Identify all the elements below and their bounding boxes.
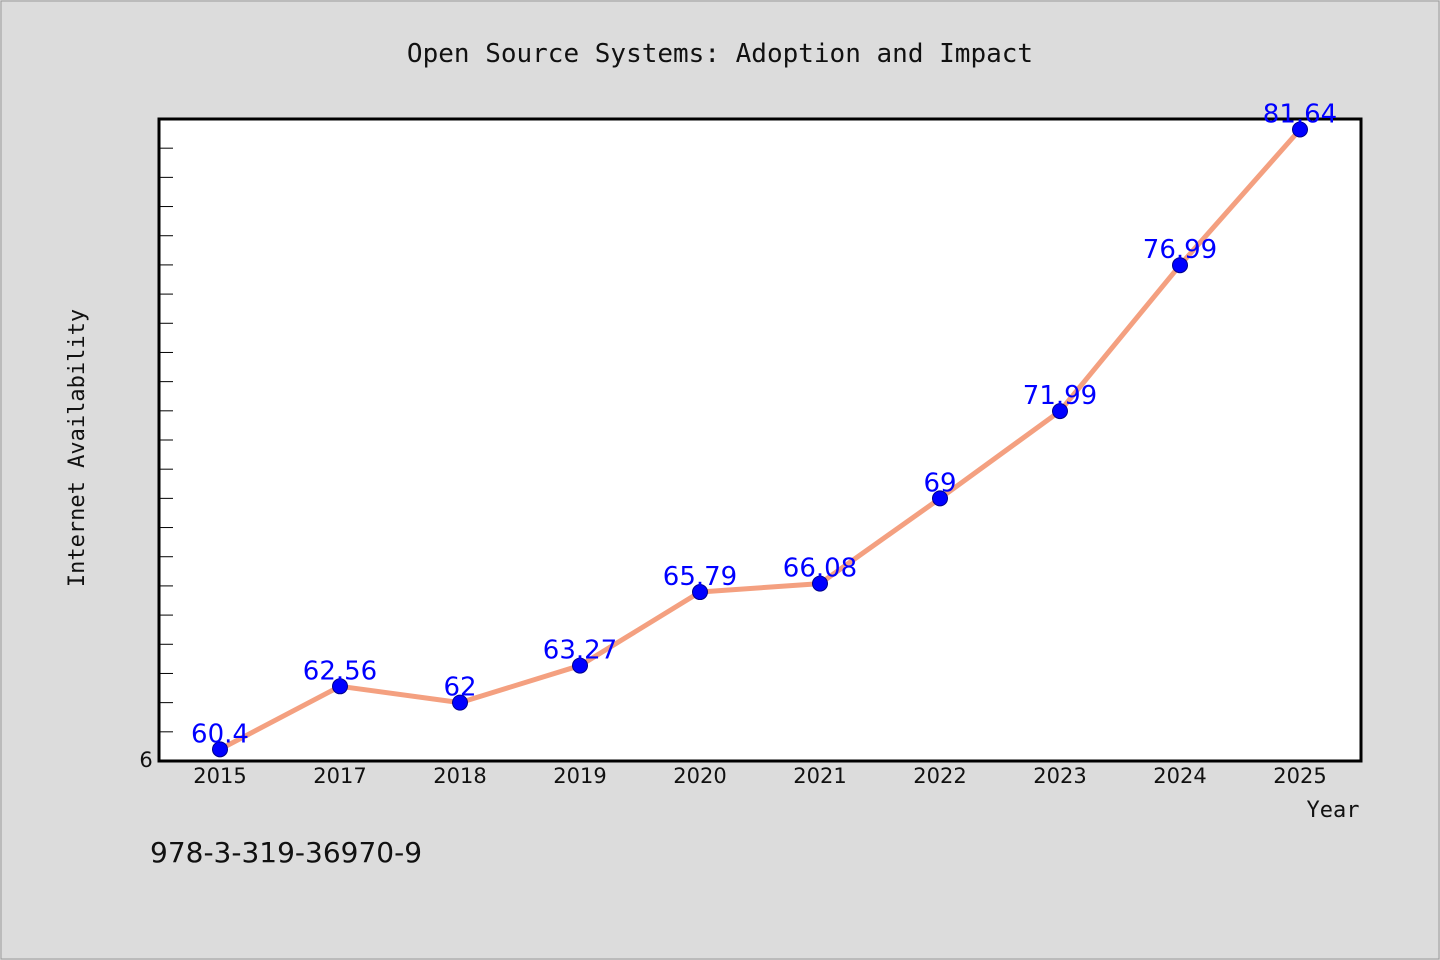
plot-area — [157, 117, 1363, 763]
data-label: 62.56 — [303, 656, 377, 686]
data-point — [212, 741, 228, 758]
x-tick-label: 2025 — [1273, 764, 1326, 788]
data-label: 63.27 — [543, 636, 617, 666]
data-point — [932, 490, 948, 507]
data-label: 66.08 — [783, 554, 857, 584]
data-label: 60.4 — [191, 719, 249, 749]
x-tick-label: 2019 — [553, 764, 606, 788]
x-axis-label: Year — [1307, 798, 1360, 823]
data-point — [692, 584, 708, 601]
data-label: 76.99 — [1143, 235, 1217, 265]
x-tick-label: 2023 — [1033, 764, 1086, 788]
data-label: 81.64 — [1263, 100, 1337, 130]
x-tick-label: 2020 — [673, 764, 726, 788]
data-point — [1172, 257, 1188, 274]
data-point — [1052, 403, 1068, 420]
chart-title: Open Source Systems: Adoption and Impact — [407, 39, 1033, 69]
data-point — [812, 575, 828, 592]
x-tick-label: 2024 — [1153, 764, 1206, 788]
x-axis-tick-labels: 2015 2017 2018 2019 2020 2021 2022 2023 2024 2025 — [193, 764, 1326, 788]
y-tick-label: 6 — [139, 748, 152, 772]
data-point — [1292, 121, 1308, 138]
x-tick-label: 2022 — [913, 764, 966, 788]
x-tick-label: 2018 — [433, 764, 486, 788]
isbn-text: 978-3-319-36970-9 — [150, 836, 422, 869]
series-line — [217, 127, 1303, 752]
y-axis-label: Internet Availability — [65, 309, 90, 587]
x-tick-label: 2015 — [193, 764, 246, 788]
x-tick-label: 2017 — [313, 764, 366, 788]
y-axis-ticks — [159, 118, 173, 733]
data-label: 71.99 — [1023, 381, 1097, 411]
data-point — [452, 694, 468, 711]
data-label: 65.79 — [663, 562, 737, 592]
data-label: 69 — [923, 468, 956, 498]
x-tick-label: 2021 — [793, 764, 846, 788]
data-label: 62 — [443, 673, 476, 703]
data-point — [332, 678, 348, 695]
data-point — [572, 657, 588, 674]
series-line-group: 60.4 62.56 62 63.27 65.79 66.08 69 71.99 76.99 81… — [191, 100, 1337, 758]
